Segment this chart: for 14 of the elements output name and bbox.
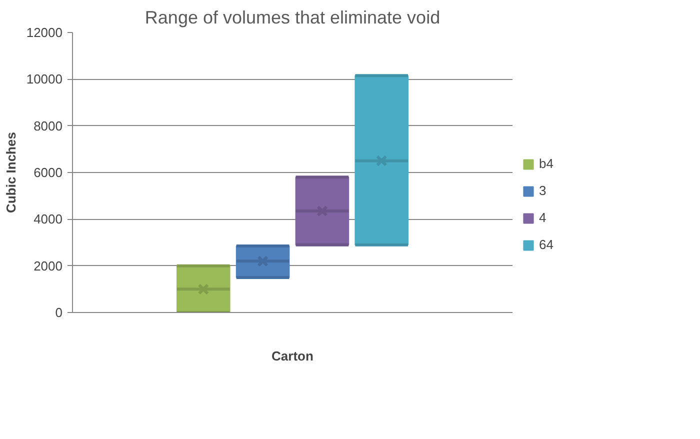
legend-label: b4 (539, 156, 554, 171)
y-axis-title: Cubic Inches (3, 132, 18, 213)
y-tick-label: 12000 (26, 25, 63, 40)
y-tick-label: 2000 (34, 258, 62, 274)
y-tick-label: 4000 (34, 212, 62, 227)
legend-label: 4 (539, 210, 548, 225)
x-axis-title: Carton (272, 348, 314, 364)
y-tick-label: 10000 (26, 72, 63, 87)
y-tick-label: 0 (55, 305, 63, 320)
legend-label: 64 (539, 237, 554, 252)
y-tick-label: 8000 (34, 118, 62, 134)
legend-label: 3 (539, 183, 548, 198)
y-tick-label: 6000 (34, 165, 62, 180)
chart-title: Range of volumes that eliminate void (144, 8, 440, 28)
